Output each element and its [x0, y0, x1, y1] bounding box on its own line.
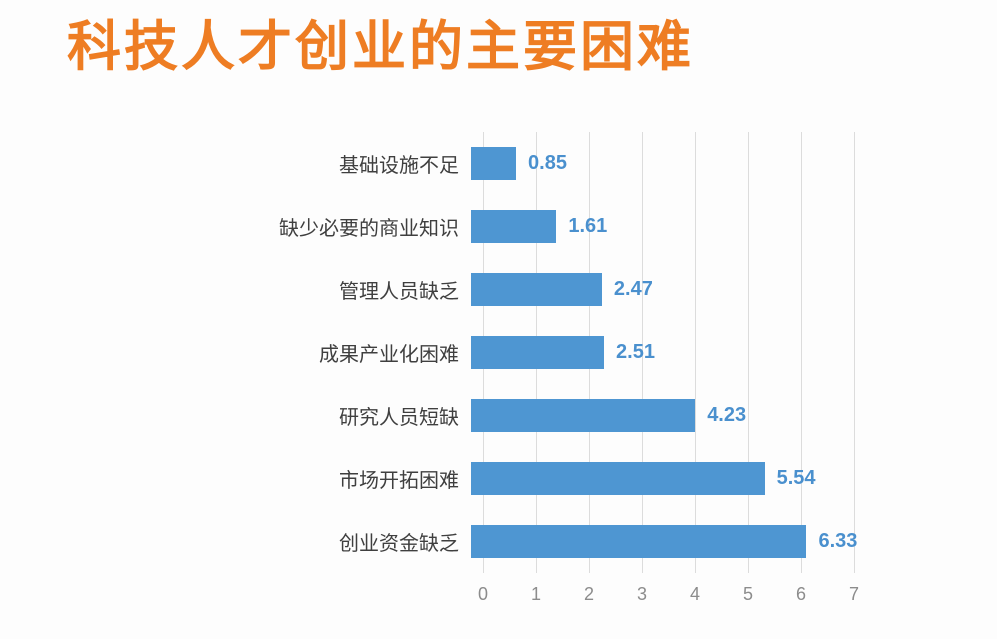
bar-row: 成果产业化困难 2.51 — [0, 321, 997, 384]
gridline — [801, 132, 802, 573]
gridline — [854, 132, 855, 573]
x-tick-label: 3 — [636, 584, 648, 604]
category-label: 缺少必要的商业知识 — [279, 218, 459, 240]
bar — [471, 336, 605, 369]
bar — [471, 462, 765, 495]
category-label: 市场开拓困难 — [339, 470, 459, 492]
x-tick-label: 2 — [583, 584, 595, 604]
bar-row: 市场开拓困难 5.54 — [0, 447, 997, 510]
x-tick-label: 7 — [848, 584, 860, 604]
bar-row: 研究人员短缺 4.23 — [0, 384, 997, 447]
gridline — [642, 132, 643, 573]
category-label: 研究人员短缺 — [339, 407, 459, 429]
bar-chart: 基础设施不足 0.85 缺少必要的商业知识 1.61 管理人员缺乏 2.47 成果产业化困难… — [0, 132, 997, 632]
value-label: 2.47 — [613, 278, 653, 300]
bar — [471, 525, 807, 558]
value-label: 5.54 — [776, 467, 816, 489]
bar-row: 创业资金缺乏 6.33 — [0, 510, 997, 573]
category-label: 成果产业化困难 — [319, 344, 459, 366]
bar — [471, 147, 517, 180]
gridline — [748, 132, 749, 573]
x-tick-label: 1 — [530, 584, 542, 604]
bar — [471, 399, 696, 432]
value-label: 6.33 — [818, 530, 858, 552]
bar-row: 基础设施不足 0.85 — [0, 132, 997, 195]
category-label: 基础设施不足 — [339, 155, 459, 177]
value-label: 4.23 — [707, 404, 747, 426]
bar-row: 管理人员缺乏 2.47 — [0, 258, 997, 321]
value-label: 1.61 — [568, 215, 608, 237]
x-tick-label: 6 — [795, 584, 807, 604]
x-tick-label: 5 — [742, 584, 754, 604]
gridline — [695, 132, 696, 573]
bar — [471, 210, 557, 243]
category-label: 创业资金缺乏 — [339, 533, 459, 555]
value-label: 0.85 — [528, 152, 567, 174]
x-tick-label: 4 — [689, 584, 701, 604]
bar-row: 缺少必要的商业知识 1.61 — [0, 195, 997, 258]
x-axis: 0 1 2 3 4 5 6 7 — [478, 584, 859, 610]
x-tick-label: 0 — [477, 584, 489, 604]
chart-title: 科技人才创业的主要困难 — [67, 17, 694, 77]
bar — [471, 273, 602, 306]
bar-rows: 基础设施不足 0.85 缺少必要的商业知识 1.61 管理人员缺乏 2.47 成果产业化困难… — [0, 132, 997, 573]
category-label: 管理人员缺乏 — [339, 281, 459, 303]
value-label: 2.51 — [616, 341, 655, 363]
